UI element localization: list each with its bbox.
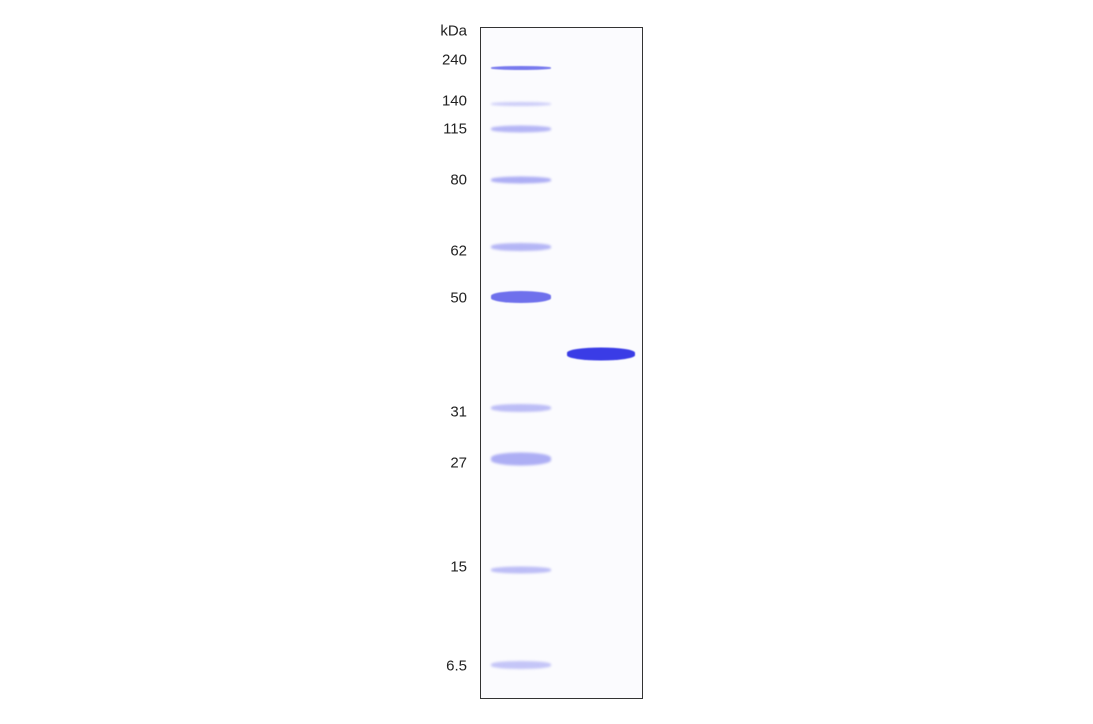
- marker-band: [491, 452, 551, 466]
- marker-label: 6.5: [446, 657, 467, 675]
- marker-label: 50: [450, 289, 467, 307]
- kda-label: kDa: [440, 22, 467, 40]
- marker-band: [491, 66, 551, 70]
- gel-image: [480, 27, 643, 699]
- marker-label: 62: [450, 242, 467, 260]
- marker-label: 115: [443, 120, 467, 138]
- marker-band: [491, 566, 551, 574]
- marker-label: 80: [450, 171, 467, 189]
- sample-band: [567, 347, 635, 361]
- marker-label: 140: [441, 92, 467, 110]
- marker-band: [491, 291, 551, 303]
- marker-label: 31: [450, 403, 467, 421]
- marker-band: [491, 125, 551, 133]
- marker-band: [491, 661, 551, 669]
- marker-band: [491, 176, 551, 184]
- marker-band: [491, 102, 551, 106]
- marker-band: [491, 243, 551, 251]
- marker-label: 240: [441, 51, 467, 69]
- marker-band: [491, 404, 551, 412]
- marker-label: 15: [450, 558, 467, 576]
- marker-label: 27: [450, 454, 467, 472]
